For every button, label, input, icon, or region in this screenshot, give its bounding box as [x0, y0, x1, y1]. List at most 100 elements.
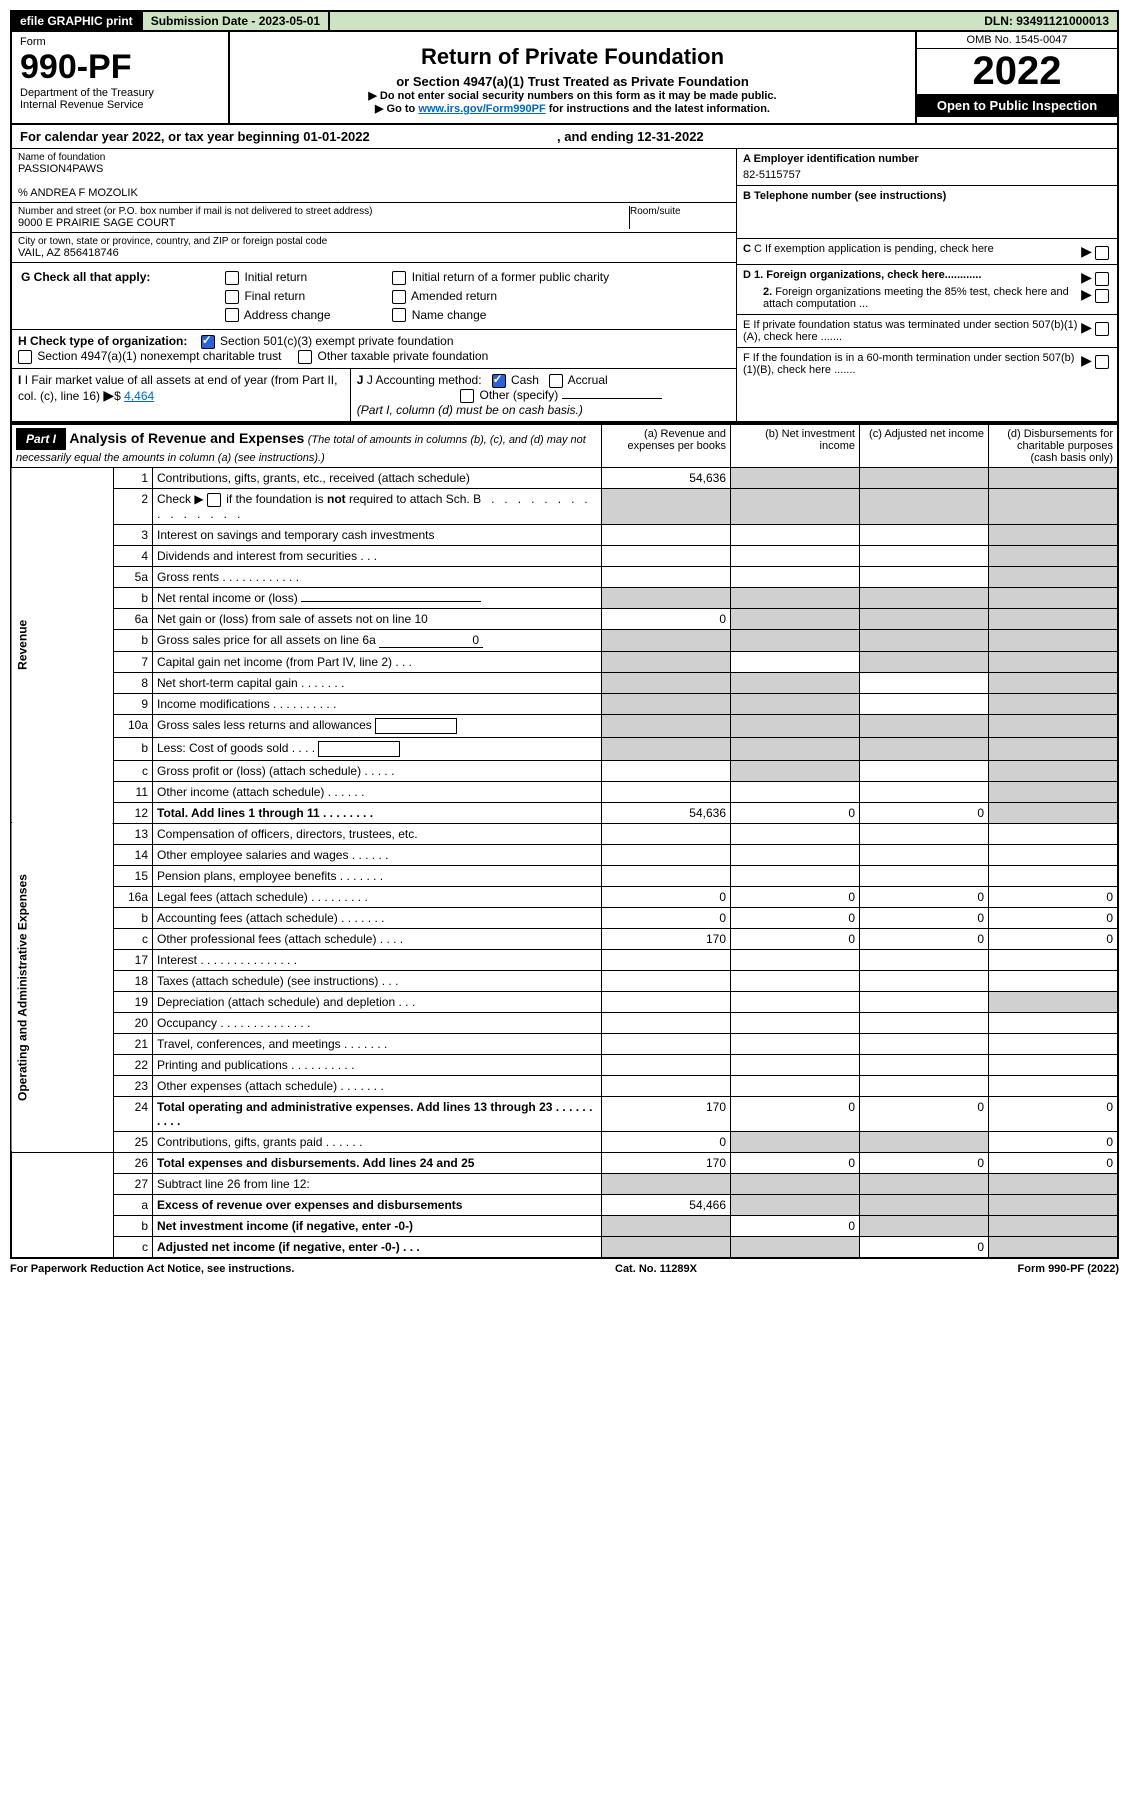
dept-line1: Department of the Treasury [20, 87, 220, 99]
check-address[interactable] [225, 308, 239, 322]
note-link-row: ▶ Go to www.irs.gov/Form990PF for instru… [238, 102, 907, 115]
row-9: 9Income modifications . . . . . . . . . … [11, 693, 1118, 714]
city-cell: City or town, state or province, country… [12, 233, 736, 263]
box-c: C C If exemption application is pending,… [737, 239, 1117, 265]
expenses-label: Operating and Administrative Expenses [11, 823, 114, 1152]
row-27a: aExcess of revenue over expenses and dis… [11, 1194, 1118, 1215]
part1-label: Part I [16, 428, 66, 450]
row-19: 19Depreciation (attach schedule) and dep… [11, 991, 1118, 1012]
info-left: Name of foundation PASSION4PAWS % ANDREA… [12, 149, 736, 421]
address-row: Number and street (or P.O. box number if… [12, 203, 736, 233]
row-3: 3Interest on savings and temporary cash … [11, 524, 1118, 545]
footer-left: For Paperwork Reduction Act Notice, see … [10, 1263, 294, 1275]
form-number: 990-PF [20, 48, 220, 87]
row-10c: cGross profit or (loss) (attach schedule… [11, 760, 1118, 781]
row-14: 14Other employee salaries and wages . . … [11, 844, 1118, 865]
dln: DLN: 93491121000013 [976, 12, 1117, 30]
efile-badge: efile GRAPHIC print [12, 12, 143, 30]
row-15: 15Pension plans, employee benefits . . .… [11, 865, 1118, 886]
row-10a: 10aGross sales less returns and allowanc… [11, 714, 1118, 737]
col-b-header: (b) Net investment income [731, 424, 860, 468]
check-cash[interactable] [492, 374, 506, 388]
header-left: Form 990-PF Department of the Treasury I… [12, 32, 230, 123]
box-f: F If the foundation is in a 60-month ter… [737, 348, 1117, 380]
footer-right: Form 990-PF (2022) [1018, 1263, 1120, 1275]
open-to-public: Open to Public Inspection [917, 94, 1117, 117]
row-27c: cAdjusted net income (if negative, enter… [11, 1236, 1118, 1258]
revenue-label: Revenue [11, 467, 114, 823]
row-24: 24Total operating and administrative exp… [11, 1096, 1118, 1131]
omb-number: OMB No. 1545-0047 [917, 32, 1117, 49]
row-16b: bAccounting fees (attach schedule) . . .… [11, 907, 1118, 928]
row-13: Operating and Administrative Expenses 13… [11, 823, 1118, 844]
calendar-section: For calendar year 2022, or tax year begi… [10, 125, 1119, 423]
row-5b: bNet rental income or (loss) [11, 587, 1118, 608]
row-2: 2Check ▶ if the foundation is not requir… [11, 488, 1118, 524]
j-cell: J J Accounting method: Cash Accrual Othe… [351, 369, 736, 421]
dept-line2: Internal Revenue Service [20, 99, 220, 111]
note-ssn: ▶ Do not enter social security numbers o… [238, 89, 907, 102]
check-f[interactable] [1095, 355, 1109, 369]
box-e: E If private foundation status was termi… [737, 315, 1117, 348]
row-8: 8Net short-term capital gain . . . . . .… [11, 672, 1118, 693]
row-16c: cOther professional fees (attach schedul… [11, 928, 1118, 949]
check-d2[interactable] [1095, 289, 1109, 303]
box-a: A Employer identification number 82-5115… [737, 149, 1117, 186]
row-26: 26Total expenses and disbursements. Add … [11, 1152, 1118, 1173]
box-b: B Telephone number (see instructions) [737, 186, 1117, 239]
check-e[interactable] [1095, 322, 1109, 336]
check-initial[interactable] [225, 271, 239, 285]
header-right: OMB No. 1545-0047 2022 Open to Public In… [915, 32, 1117, 123]
h-row: H Check type of organization: Section 50… [12, 330, 736, 369]
row-11: 11Other income (attach schedule) . . . .… [11, 781, 1118, 802]
form-title: Return of Private Foundation [238, 44, 907, 70]
top-bar: efile GRAPHIC print Submission Date - 20… [10, 10, 1119, 32]
calendar-year-row: For calendar year 2022, or tax year begi… [12, 125, 1117, 149]
row-10b: bLess: Cost of goods sold . . . . [11, 737, 1118, 760]
tax-year: 2022 [917, 49, 1117, 94]
i-cell: I I Fair market value of all assets at e… [12, 369, 351, 421]
irs-link[interactable]: www.irs.gov/Form990PF [418, 103, 545, 115]
row-25: 25Contributions, gifts, grants paid . . … [11, 1131, 1118, 1152]
fmv-link[interactable]: 4,464 [124, 389, 154, 403]
foundation-name-cell: Name of foundation PASSION4PAWS % ANDREA… [12, 149, 736, 203]
submission-date: Submission Date - 2023-05-01 [143, 12, 330, 30]
row-17: 17Interest . . . . . . . . . . . . . . . [11, 949, 1118, 970]
check-name[interactable] [392, 308, 406, 322]
row-5a: 5aGross rents . . . . . . . . . . . . [11, 566, 1118, 587]
row-18: 18Taxes (attach schedule) (see instructi… [11, 970, 1118, 991]
check-other-method[interactable] [460, 389, 474, 403]
row-4: 4Dividends and interest from securities … [11, 545, 1118, 566]
row-27b: bNet investment income (if negative, ent… [11, 1215, 1118, 1236]
row-20: 20Occupancy . . . . . . . . . . . . . . [11, 1012, 1118, 1033]
check-d1[interactable] [1095, 272, 1109, 286]
row-16a: 16aLegal fees (attach schedule) . . . . … [11, 886, 1118, 907]
row-7: 7Capital gain net income (from Part IV, … [11, 651, 1118, 672]
header-center: Return of Private Foundation or Section … [230, 32, 915, 123]
col-a-header: (a) Revenue and expenses per books [602, 424, 731, 468]
row-1: Revenue 1Contributions, gifts, grants, e… [11, 467, 1118, 488]
check-sch-b[interactable] [207, 493, 221, 507]
row-12: 12Total. Add lines 1 through 11 . . . . … [11, 802, 1118, 823]
row-27: 27Subtract line 26 from line 12: [11, 1173, 1118, 1194]
check-c[interactable] [1095, 246, 1109, 260]
ij-row: I I Fair market value of all assets at e… [12, 369, 736, 421]
check-final[interactable] [225, 290, 239, 304]
footer-mid: Cat. No. 11289X [615, 1263, 697, 1275]
check-amended[interactable] [392, 290, 406, 304]
row-6a: 6aNet gain or (loss) from sale of assets… [11, 608, 1118, 629]
check-accrual[interactable] [549, 374, 563, 388]
footer: For Paperwork Reduction Act Notice, see … [10, 1259, 1119, 1275]
col-c-header: (c) Adjusted net income [860, 424, 989, 468]
info-grid: Name of foundation PASSION4PAWS % ANDREA… [12, 149, 1117, 421]
col-d-header: (d) Disbursements for charitable purpose… [989, 424, 1119, 468]
form-header: Form 990-PF Department of the Treasury I… [10, 32, 1119, 125]
row-22: 22Printing and publications . . . . . . … [11, 1054, 1118, 1075]
part1-table: Part I Analysis of Revenue and Expenses … [10, 423, 1119, 1259]
check-initial-former[interactable] [392, 271, 406, 285]
check-501c3[interactable] [201, 335, 215, 349]
check-4947[interactable] [18, 350, 32, 364]
check-other-taxable[interactable] [298, 350, 312, 364]
info-right: A Employer identification number 82-5115… [736, 149, 1117, 421]
row-23: 23Other expenses (attach schedule) . . .… [11, 1075, 1118, 1096]
